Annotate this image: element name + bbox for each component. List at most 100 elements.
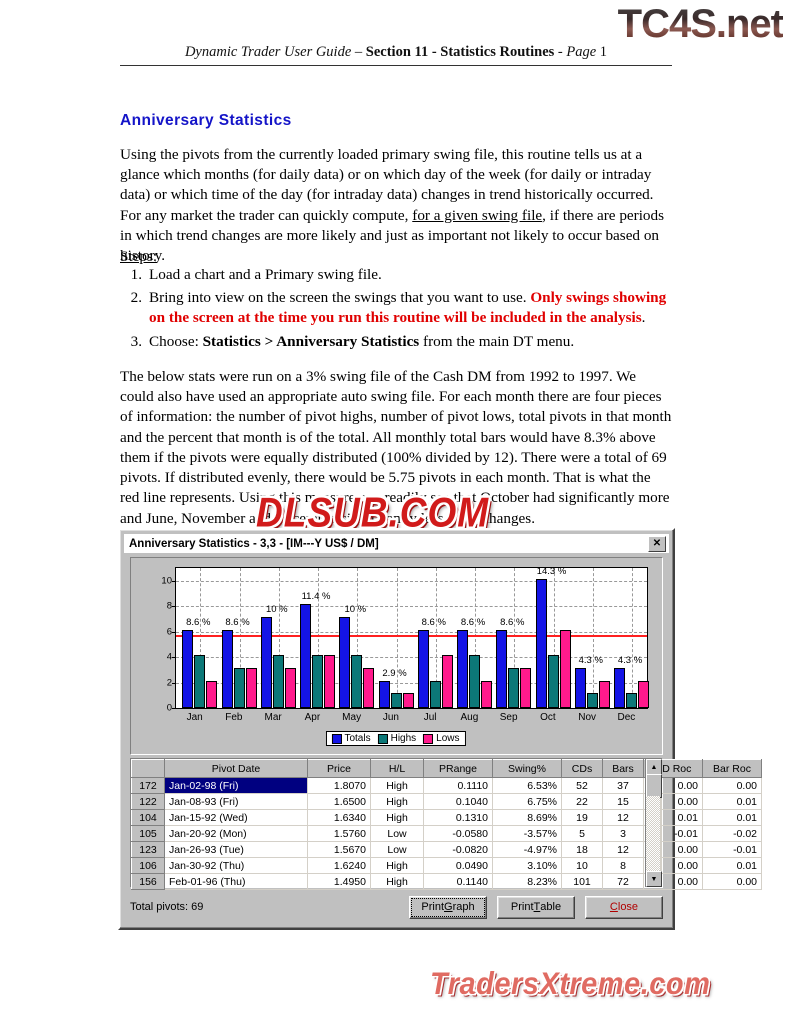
bar-highs <box>351 655 363 708</box>
table-row[interactable]: 122 Jan-08-93 (Fri) 1.6500 High 0.1040 6.75% 2… <box>131 793 762 810</box>
table-column-header[interactable] <box>131 759 165 778</box>
bar-percent-label: 8.6 % <box>225 616 250 628</box>
grid-line-horizontal <box>176 606 647 608</box>
bar-lows <box>206 680 218 708</box>
table-cell: 1.6240 <box>307 857 371 874</box>
bar-highs <box>508 667 520 708</box>
grid-line-vertical <box>357 568 359 708</box>
table-cell: Jan-02-98 (Fri) <box>164 777 308 794</box>
table-cell: High <box>370 777 424 794</box>
step2-tail: . <box>641 309 646 327</box>
table-cell: 1.6340 <box>307 809 371 826</box>
table-cell: High <box>370 873 424 890</box>
bar-percent-label: 14.3 % <box>536 565 567 577</box>
print-graph-accel: G <box>444 901 453 913</box>
table-cell: 123 <box>131 841 165 858</box>
table-cell: -0.01 <box>702 841 762 858</box>
intro-underlined-phrase: for a given swing file <box>412 206 543 224</box>
bar-percent-label: 8.6 % <box>421 616 446 628</box>
table-column-header[interactable]: Price <box>307 759 371 778</box>
bar-lows <box>598 680 610 708</box>
tc4s-logo: TC4S.net <box>617 2 784 46</box>
grid-line-horizontal <box>176 657 647 659</box>
table-cell: 0.1140 <box>423 873 493 890</box>
bar-highs <box>312 655 324 708</box>
bar-group <box>496 629 532 708</box>
table-column-header[interactable]: PRange <box>423 759 493 778</box>
table-cell: -0.02 <box>702 825 762 842</box>
table-cell: 19 <box>561 809 603 826</box>
step-item-2: 2. Bring into view on the screen the swi… <box>120 288 672 328</box>
scrollbar-track[interactable] <box>646 796 660 872</box>
table-row[interactable]: 172 Jan-02-98 (Fri) 1.8070 High 0.1110 6.53% 5… <box>131 777 762 794</box>
y-axis-tick-mark <box>172 606 176 608</box>
scrollbar-thumb[interactable] <box>646 774 662 798</box>
table-vertical-scrollbar[interactable]: ▲ ▼ <box>645 759 662 887</box>
table-column-header[interactable]: H/L <box>370 759 424 778</box>
bar-lows <box>559 629 571 708</box>
table-row[interactable]: 105 Jan-20-92 (Mon) 1.5760 Low -0.0580 -3.57%… <box>131 825 762 842</box>
legend-item: Totals <box>331 733 371 744</box>
print-graph-pre: Print <box>421 901 445 913</box>
header-page-word: Page <box>566 44 597 60</box>
table-column-header[interactable]: Bars <box>602 759 644 778</box>
print-table-accel: T <box>533 901 541 913</box>
table-column-header[interactable]: Bar Roc <box>702 759 762 778</box>
bar-group <box>300 604 336 708</box>
scroll-down-arrow-icon[interactable]: ▼ <box>646 871 662 887</box>
table-cell: 101 <box>561 873 603 890</box>
bar-lows <box>520 667 532 708</box>
y-axis-tick-mark <box>172 708 176 709</box>
close-icon[interactable]: ✕ <box>648 535 666 552</box>
table-row[interactable]: 106 Jan-30-92 (Thu) 1.6240 High 0.0490 3.10% 1… <box>131 857 762 874</box>
bar-group <box>260 616 297 708</box>
table-row[interactable]: 123 Jan-26-93 (Tue) 1.5670 Low -0.0820 -4.97%… <box>131 841 762 858</box>
table-row[interactable]: 104 Jan-15-92 (Wed) 1.6340 High 0.1310 8.69% 1… <box>131 809 762 826</box>
plot-outer: 0 2 4 6 8 10 8.6 % 8.6 % 10 % 11.4 % 10 % 2.9 % 8.6 … <box>139 563 652 746</box>
table-cell: 1.4950 <box>307 873 371 890</box>
total-pivots-label: Total pivots: 69 <box>130 901 204 913</box>
grid-line-horizontal <box>176 580 647 582</box>
table-column-header[interactable]: Pivot Date <box>164 759 308 778</box>
bar-lows <box>402 693 414 708</box>
legend-swatch <box>423 733 434 744</box>
y-axis-tick-label: 6 <box>166 626 172 638</box>
bar-group <box>535 578 572 708</box>
bar-totals <box>417 629 429 708</box>
step2-warning: Only swings showing on the screen at the… <box>149 289 667 327</box>
x-axis-tick-label: May <box>342 712 362 723</box>
table-cell: High <box>370 793 424 810</box>
bar-group <box>339 616 375 708</box>
table-header-row: Pivot Date Price H/L PRange Swing% CDs Bars CD … <box>131 759 762 778</box>
legend-item: Lows <box>423 733 460 744</box>
table-cell: Low <box>370 825 424 842</box>
table-cell: 172 <box>131 777 165 794</box>
page-title: Anniversary Statistics <box>120 112 292 129</box>
intro-paragraph: Using the pivots from the currently load… <box>120 145 672 266</box>
bar-lows <box>245 667 257 708</box>
table-cell: 15 <box>602 793 644 810</box>
table-cell: 10 <box>561 857 603 874</box>
grid-line-vertical <box>475 568 477 708</box>
grid-line-vertical <box>435 568 437 708</box>
scroll-up-arrow-icon[interactable]: ▲ <box>646 759 662 775</box>
steps-list: 1. Load a chart and a Primary swing file… <box>120 265 672 355</box>
table-cell: 1.5670 <box>307 841 371 858</box>
table-cell: 8.69% <box>492 809 562 826</box>
table-column-header[interactable]: CDs <box>561 759 603 778</box>
pivot-table: Pivot Date Price H/L PRange Swing% CDs Bars CD … <box>131 759 762 890</box>
x-axis-tick-label: Oct <box>540 712 556 723</box>
table-cell: 3 <box>602 825 644 842</box>
bar-lows <box>638 680 650 708</box>
pivot-table-panel[interactable]: Pivot Date Price H/L PRange Swing% CDs Bars CD … <box>130 758 762 890</box>
bar-percent-label: 8.6 % <box>186 616 211 628</box>
dlsub-watermark: DLSUB.COM <box>256 489 490 536</box>
x-axis-tick-label: Jan <box>186 712 203 723</box>
table-column-header[interactable]: Swing% <box>492 759 562 778</box>
table-row[interactable]: 156 Feb-01-96 (Thu) 1.4950 High 0.1140 8.23% 1… <box>131 873 762 890</box>
grid-line-vertical <box>592 568 594 708</box>
table-cell: 105 <box>131 825 165 842</box>
